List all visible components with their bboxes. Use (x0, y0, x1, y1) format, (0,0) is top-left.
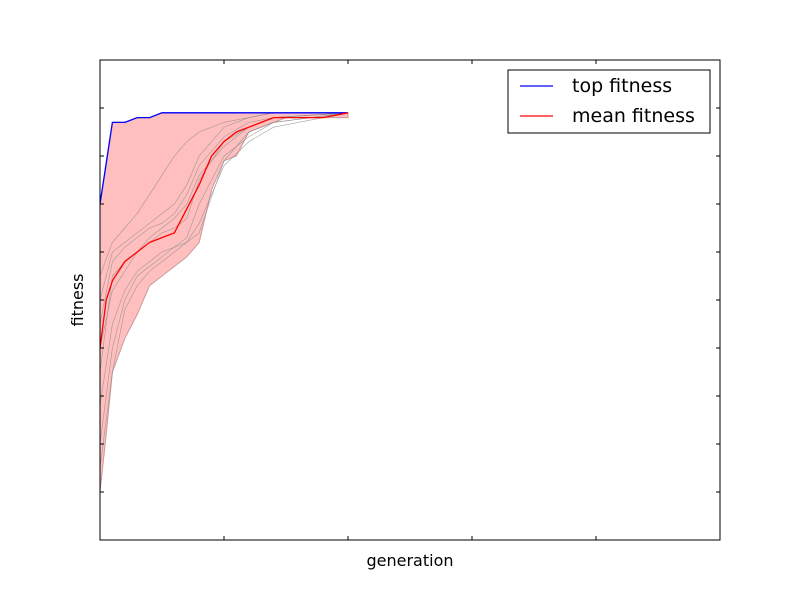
series-line-top-fitness (100, 112, 348, 205)
legend-label-mean-fitness: mean fitness (572, 105, 695, 127)
individual-run-line-6 (100, 112, 348, 277)
individual-run-line-5 (100, 112, 349, 469)
x-axis-label: generation (366, 551, 453, 570)
plot-frame (99, 59, 721, 541)
individual-run-line-1 (100, 112, 349, 445)
legend: top fitness mean fitness (507, 69, 711, 134)
legend-label-top-fitness: top fitness (572, 75, 672, 97)
y-axis-label: fitness (68, 273, 87, 326)
series-line-mean-fitness (100, 112, 349, 349)
legend-box (507, 69, 711, 134)
individual-run-line-4 (100, 112, 349, 325)
series-lines (100, 112, 349, 349)
plot-content (100, 112, 349, 493)
